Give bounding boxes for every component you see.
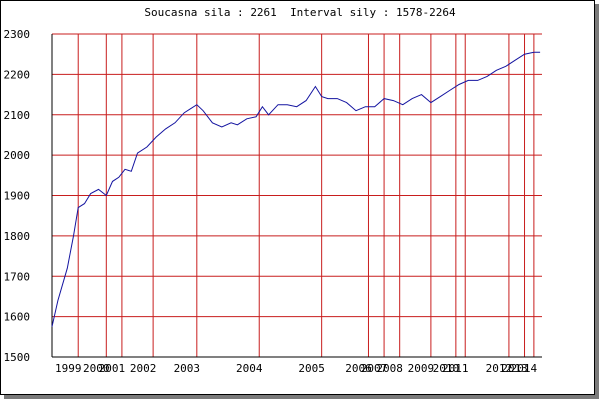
series	[51, 51, 541, 327]
x-tick-label-2007: 2007	[361, 362, 388, 375]
y-tick-labels: 1500 1600 1700 1800 1900 2000 2100 2200 2300	[4, 28, 31, 364]
x-tick-label-1999: 1999	[55, 362, 82, 375]
y-tick-label-2200: 2200	[4, 68, 31, 81]
series-line-0	[51, 51, 541, 327]
x-tick-label-2009: 2009	[408, 362, 435, 375]
current-strength-value: 2261	[250, 6, 277, 19]
y-tick-label-1600: 1600	[4, 311, 31, 324]
x-tick-label-2000: 2000	[83, 362, 110, 375]
y-gridlines	[52, 33, 542, 318]
y-tick-label-1800: 1800	[4, 230, 31, 243]
y-tick-label-1500: 1500	[4, 351, 31, 364]
strength-interval-value: 1578-2264	[396, 6, 456, 19]
chart-frame	[0, 0, 595, 395]
axes	[51, 34, 542, 358]
y-tick-label-1700: 1700	[4, 270, 31, 283]
x-tick-label-2012: 2012	[486, 362, 513, 375]
x-tick-label-2014: 2014	[511, 362, 538, 375]
y-tick-label-2300: 2300	[4, 28, 31, 41]
y-tick-label-1900: 1900	[4, 190, 31, 203]
current-strength-label: Soucasna sila :	[144, 6, 251, 19]
x-tick-label-2001: 2001	[99, 362, 126, 375]
x-tick-label-2013: 2013	[501, 362, 528, 375]
chart-header: Soucasna sila : 2261 Interval sily : 157…	[0, 6, 600, 19]
x-tick-label-2003: 2003	[174, 362, 201, 375]
y-tick-label-2000: 2000	[4, 149, 31, 162]
x-tick-label-2010: 2010	[433, 362, 460, 375]
x-tick-label-2006: 2006	[345, 362, 372, 375]
y-tick-label-2100: 2100	[4, 109, 31, 122]
strength-interval-label: Interval sily :	[290, 6, 397, 19]
x-tick-label-2008: 2008	[376, 362, 403, 375]
x-tick-label-2011: 2011	[442, 362, 469, 375]
x-tick-label-2002: 2002	[130, 362, 157, 375]
x-tick-label-2004: 2004	[236, 362, 263, 375]
x-tick-label-2005: 2005	[298, 362, 325, 375]
